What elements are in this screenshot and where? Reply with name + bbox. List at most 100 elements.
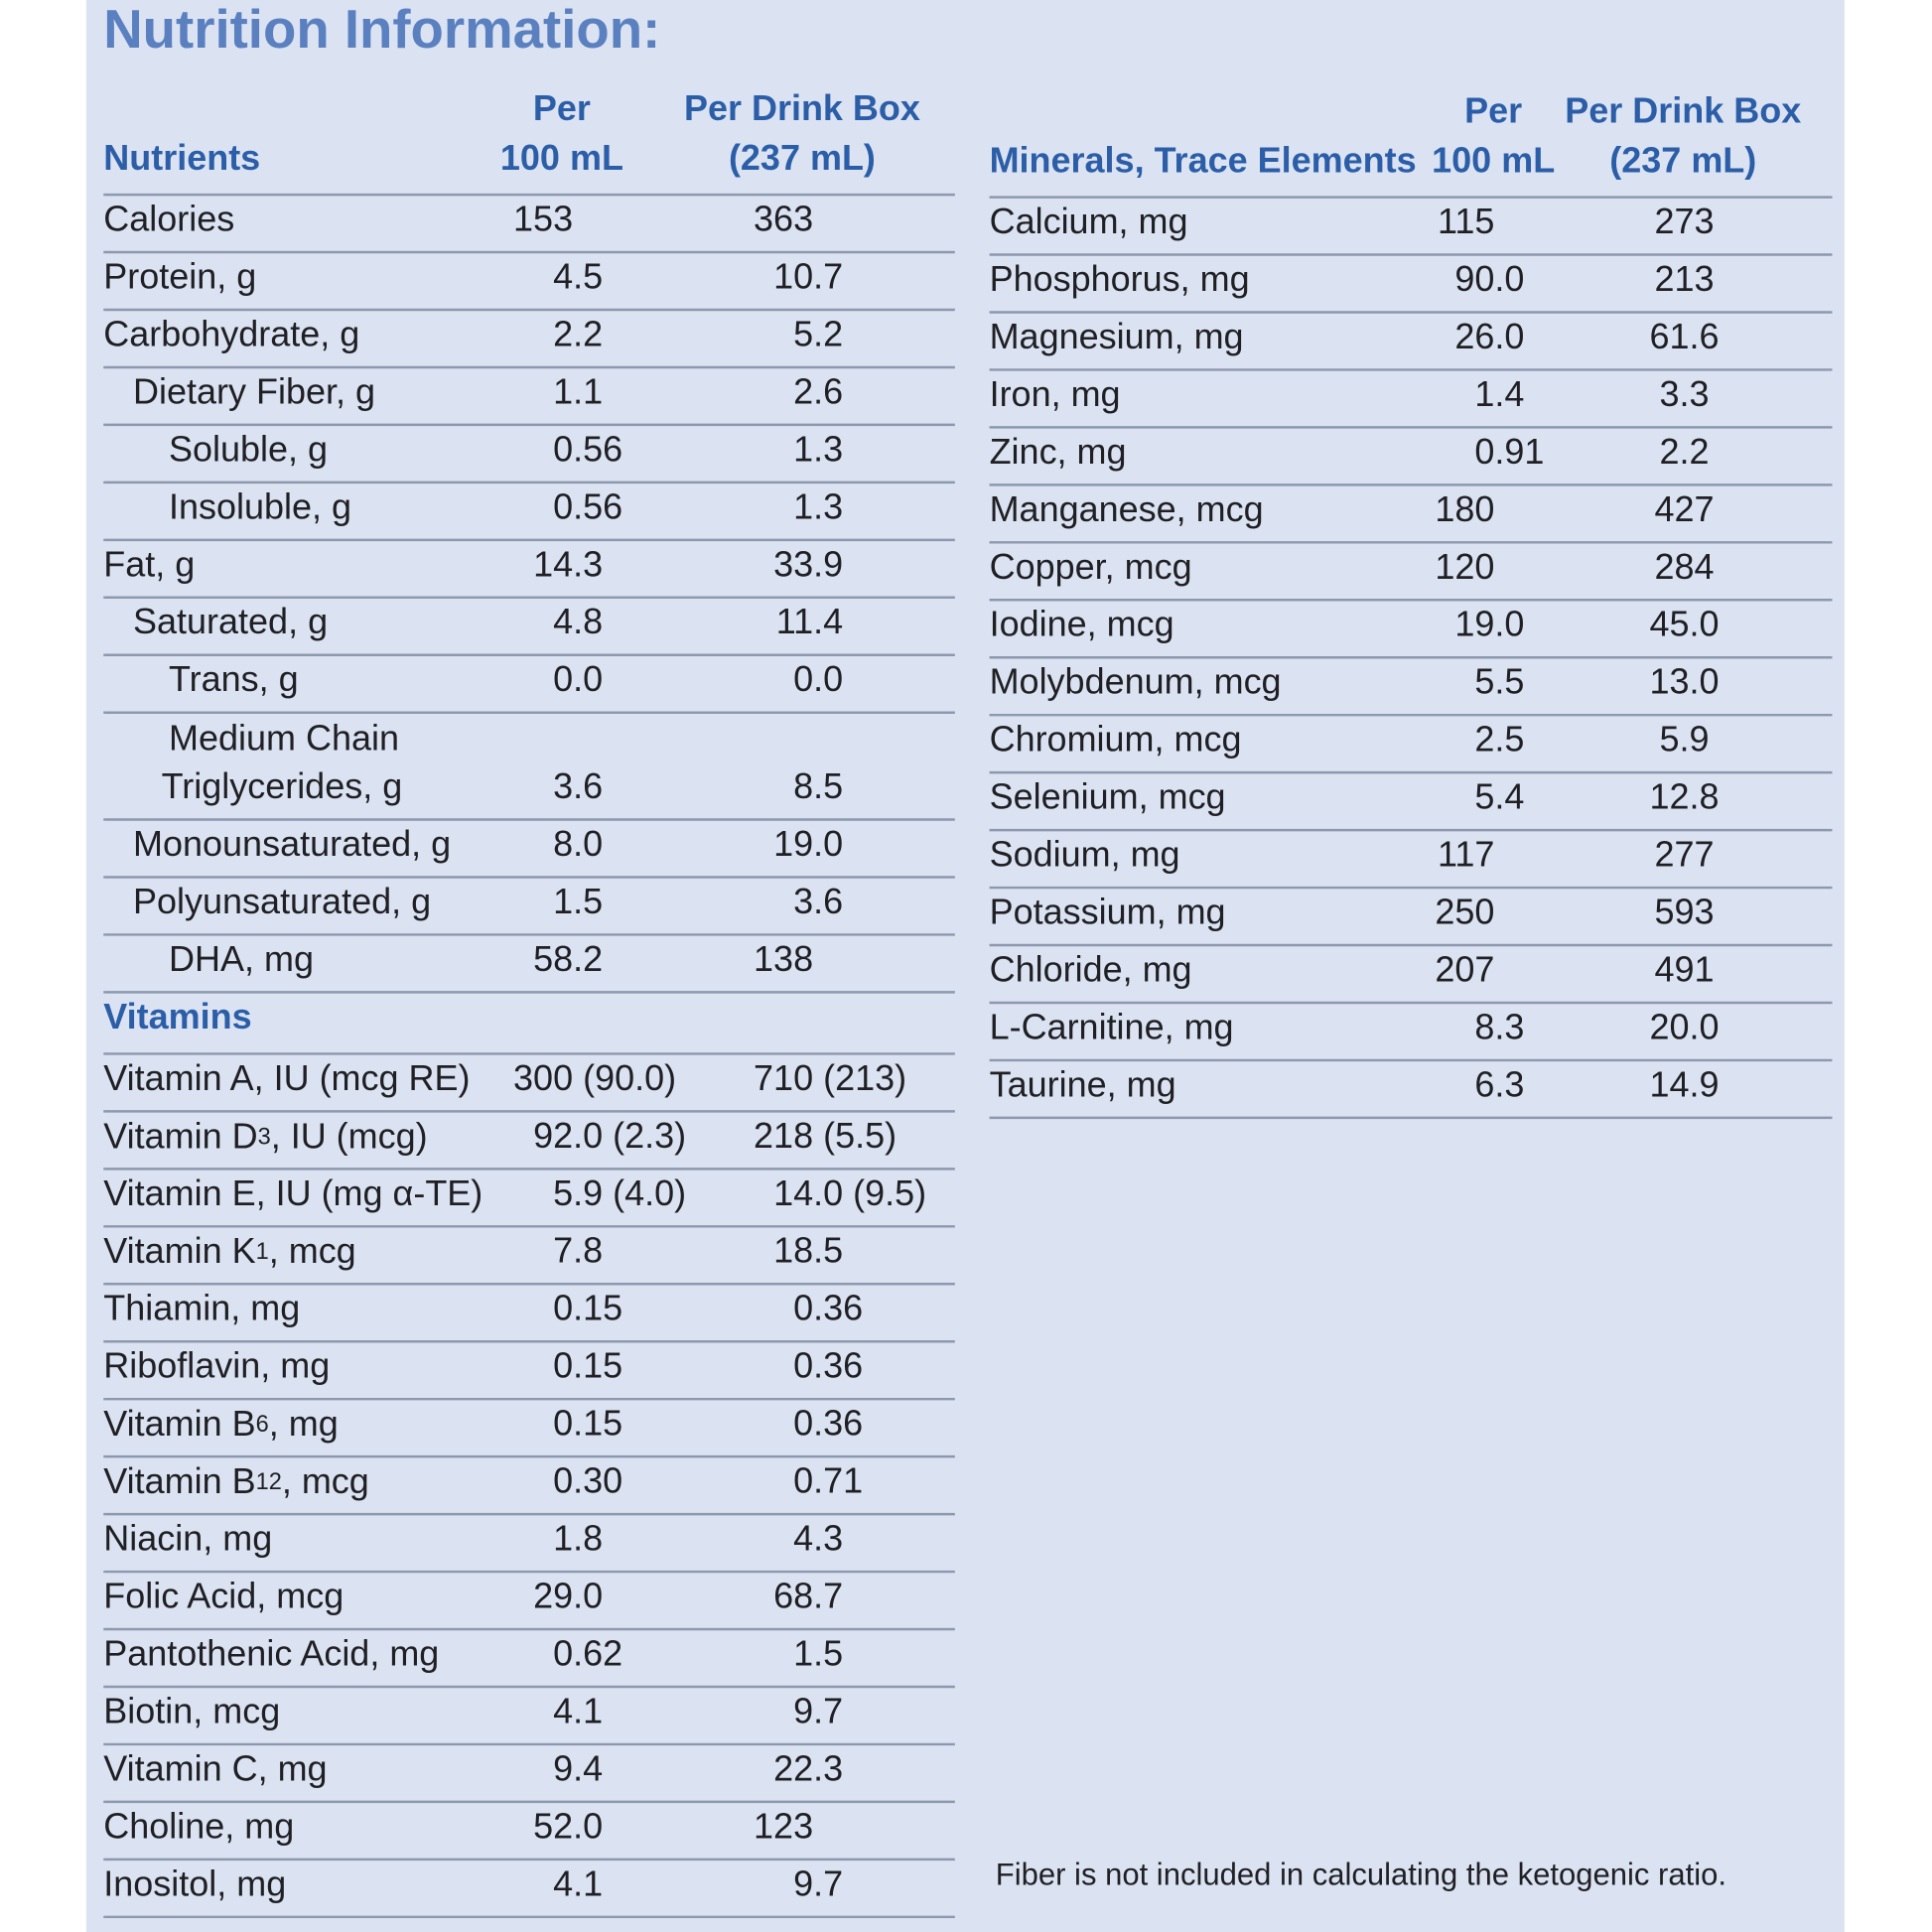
cell-value: 3.6 <box>553 765 603 806</box>
cell-value: 213 <box>1655 258 1715 299</box>
cell-value: 6.3 <box>1474 1063 1524 1104</box>
cell-value: 33.9 <box>773 543 843 584</box>
row-label: Medium Chain <box>169 718 399 759</box>
row-label: Pantothenic Acid, mg <box>103 1632 439 1673</box>
cell-value: 11.4 <box>776 601 843 641</box>
row-label: Thiamin, mg <box>103 1288 300 1328</box>
cell-value: 0.30 <box>553 1460 622 1501</box>
cell-value: 0.36 <box>793 1288 863 1328</box>
cell-value: 8.0 <box>553 823 603 864</box>
title: Nutrition Information: <box>103 0 660 60</box>
row-label-text: , IU (mcg) <box>271 1115 428 1156</box>
cell-value: 26.0 <box>1454 316 1524 356</box>
cell-value: 2.2 <box>1660 431 1710 472</box>
cell-value: 18.5 <box>773 1230 843 1271</box>
column-header: Per Drink Box <box>684 87 920 128</box>
cell-value: 45.0 <box>1650 604 1720 644</box>
column-header: (237 mL) <box>729 137 876 178</box>
cell-value: 4.1 <box>553 1690 603 1730</box>
footnote: Fiber is not included in calculating the… <box>996 1857 1726 1891</box>
row-label: Polyunsaturated, g <box>133 881 431 921</box>
cell-value: 284 <box>1655 546 1715 587</box>
cell-value: 250 <box>1435 891 1494 931</box>
column-header: Per <box>1464 90 1522 131</box>
row-label: Protein, g <box>103 255 256 296</box>
cell-value: 0.15 <box>553 1345 622 1386</box>
row-label: Manganese, mcg <box>990 488 1264 529</box>
cell-value: 4.1 <box>553 1863 603 1903</box>
cell-value: 363 <box>754 199 813 239</box>
row-label-text: Vitamin B <box>103 1460 255 1501</box>
section-heading: Vitamins <box>103 996 251 1036</box>
row-label: Calcium, mg <box>990 201 1188 241</box>
row-label: Saturated, g <box>133 601 328 641</box>
cell-value: 300 (90.0) <box>513 1057 676 1098</box>
column-header: Per <box>533 87 591 128</box>
cell-value: 20.0 <box>1650 1006 1720 1046</box>
cell-value: 1.3 <box>793 428 843 469</box>
row-label: Vitamin D3, IU (mcg) <box>103 1115 427 1156</box>
row-label: Vitamin K1, mcg <box>103 1230 355 1271</box>
cell-value: 0.36 <box>793 1403 863 1444</box>
cell-value: 2.6 <box>793 370 843 411</box>
cell-value: 3.3 <box>1660 373 1710 414</box>
cell-value: 117 <box>1438 834 1494 875</box>
cell-value: 1.4 <box>1474 373 1524 414</box>
cell-value: 12.8 <box>1650 776 1720 817</box>
row-label-subscript: 1 <box>256 1238 269 1264</box>
row-label: Biotin, mcg <box>103 1690 280 1730</box>
cell-value: 5.5 <box>1474 661 1524 702</box>
cell-value: 277 <box>1655 834 1715 875</box>
cell-value: 2.2 <box>553 313 603 353</box>
row-label: Potassium, mg <box>990 891 1226 931</box>
cell-value: 5.2 <box>793 313 843 353</box>
cell-value: 14.3 <box>533 543 603 584</box>
row-label: Trans, g <box>169 658 299 699</box>
cell-value: 0.71 <box>793 1460 863 1501</box>
cell-value: 13.0 <box>1650 661 1720 702</box>
cell-value: 5.9 (4.0) <box>553 1173 686 1213</box>
row-label: Sodium, mg <box>990 834 1180 875</box>
row-label: Dietary Fiber, g <box>133 370 375 411</box>
cell-value: 4.5 <box>553 255 603 296</box>
row-label: Chloride, mg <box>990 948 1192 989</box>
row-label-subscript: 12 <box>256 1468 282 1494</box>
cell-value: 52.0 <box>533 1805 603 1846</box>
cell-value: 29.0 <box>533 1575 603 1615</box>
cell-value: 1.5 <box>553 881 603 921</box>
column-header: (237 mL) <box>1609 139 1756 180</box>
row-label: Folic Acid, mcg <box>103 1575 344 1615</box>
row-label-text: Vitamin K <box>103 1230 255 1271</box>
row-label: Riboflavin, mg <box>103 1345 330 1386</box>
cell-value: 0.0 <box>793 658 843 699</box>
row-label-subscript: 6 <box>256 1411 269 1437</box>
cell-value: 0.62 <box>553 1632 622 1673</box>
row-label: Selenium, mcg <box>990 776 1226 817</box>
row-label: Triglycerides, g <box>162 765 403 806</box>
cell-value: 0.15 <box>553 1403 622 1444</box>
cell-value: 273 <box>1655 201 1715 241</box>
row-label: Molybdenum, mcg <box>990 661 1282 702</box>
cell-value: 2.5 <box>1474 719 1524 759</box>
row-label: Calories <box>103 199 234 239</box>
cell-value: 0.56 <box>553 485 622 526</box>
cell-value: 68.7 <box>773 1575 843 1615</box>
cell-value: 8.3 <box>1474 1006 1524 1046</box>
row-label-subscript: 3 <box>258 1124 271 1150</box>
row-label: Fat, g <box>103 543 195 584</box>
cell-value: 19.0 <box>1454 604 1524 644</box>
cell-value: 710 (213) <box>754 1057 906 1098</box>
cell-value: 4.3 <box>793 1518 843 1559</box>
row-label: Insoluble, g <box>169 485 351 526</box>
column-header: Minerals, Trace Elements <box>990 139 1417 180</box>
row-label: Vitamin E, IU (mg α-TE) <box>103 1173 483 1213</box>
cell-value: 9.7 <box>793 1863 843 1903</box>
panel <box>85 0 1845 1932</box>
cell-value: 593 <box>1655 891 1715 931</box>
column-header: Per Drink Box <box>1565 90 1801 131</box>
row-label: Zinc, mg <box>990 431 1127 472</box>
cell-value: 61.6 <box>1650 316 1720 356</box>
cell-value: 491 <box>1655 948 1715 989</box>
